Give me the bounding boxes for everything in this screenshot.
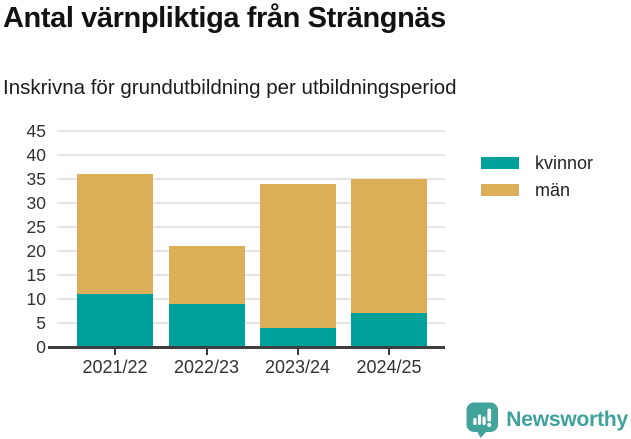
y-axis-tick-label: 15	[26, 265, 46, 285]
bar-segment-män-2023/24	[259, 183, 336, 328]
y-axis-tick-label: 10	[26, 289, 46, 309]
y-axis-tick-label: 35	[26, 169, 46, 189]
bar-segment-män-2021/22	[77, 174, 153, 295]
legend-item-kvinnor: kvinnor	[481, 149, 593, 176]
gridline-y-35	[57, 178, 445, 180]
x-axis-line	[48, 346, 445, 349]
bar-segment-män-2022/23	[168, 246, 245, 304]
bar-segment-kvinnor-2024/25	[351, 313, 427, 347]
x-axis-tick-label: 2022/23	[173, 357, 240, 377]
newsworthy-brand-text: Newsworthy	[506, 408, 628, 431]
y-axis-tick-label: 0	[36, 337, 46, 357]
x-axis-tick	[388, 349, 390, 355]
gridline-y-25	[57, 226, 445, 228]
bar-segment-kvinnor-2021/22	[77, 294, 153, 347]
bar-segment-kvinnor-2022/23	[168, 303, 245, 347]
bar-segment-kvinnor-2023/24	[259, 327, 336, 347]
gridline-y-5	[57, 322, 445, 324]
gridline-y-30	[57, 202, 445, 204]
newsworthy-logo-icon	[466, 402, 499, 438]
gridline-y-15	[57, 274, 445, 276]
x-axis-tick-label: 2024/25	[356, 357, 422, 377]
x-axis-tick	[114, 349, 116, 355]
gridline-y-20	[57, 250, 445, 252]
chart-title: Antal värnpliktiga från Strängnäs	[3, 2, 446, 34]
x-axis-tick-label: 2023/24	[264, 357, 331, 377]
y-axis-tick-label: 30	[26, 193, 46, 213]
y-axis-tick-label: 5	[36, 313, 46, 333]
newsworthy-brand-link[interactable]: Newsworthy	[466, 402, 628, 438]
legend-swatch-män	[481, 183, 519, 196]
legend-swatch-kvinnor	[481, 156, 519, 169]
legend-item-män: män	[481, 176, 593, 203]
gridline-y-40	[57, 154, 445, 156]
x-axis-tick	[205, 349, 208, 355]
chart-subtitle: Inskrivna för grundutbildning per utbild…	[3, 76, 457, 99]
gridline-y-45	[57, 130, 445, 132]
x-axis-tick	[296, 349, 299, 355]
legend-label-kvinnor: kvinnor	[535, 152, 594, 173]
x-axis-tick-label: 2021/22	[82, 357, 148, 377]
y-axis-tick-label: 25	[26, 217, 46, 237]
gridline-y-10	[57, 298, 445, 300]
y-axis-tick-label: 45	[26, 121, 46, 141]
legend: kvinnor män	[481, 149, 593, 203]
y-axis-tick-label: 40	[26, 145, 46, 165]
legend-label-män: män	[535, 179, 571, 200]
bar-segment-män-2024/25	[351, 179, 427, 314]
y-axis-tick-label: 20	[26, 241, 46, 261]
